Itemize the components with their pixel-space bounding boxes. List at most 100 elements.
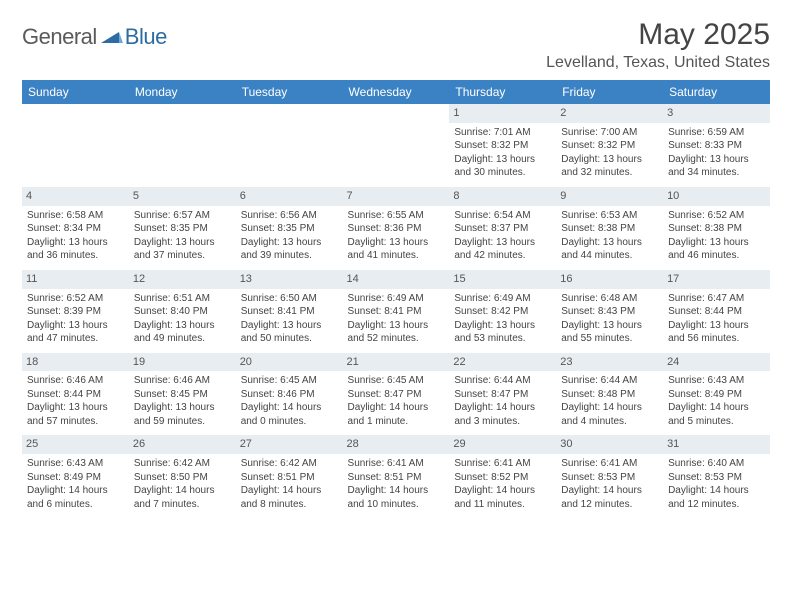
sunrise-text: Sunrise: 6:41 AM bbox=[348, 457, 445, 471]
day-number: 20 bbox=[236, 353, 343, 372]
sunset-text: Sunset: 8:51 PM bbox=[348, 471, 445, 485]
day-details: Sunrise: 6:44 AMSunset: 8:47 PMDaylight:… bbox=[454, 374, 551, 428]
daylight-text: Daylight: 14 hours and 11 minutes. bbox=[454, 484, 551, 511]
daylight-text: Daylight: 14 hours and 7 minutes. bbox=[134, 484, 231, 511]
weekday-header-row: Sunday Monday Tuesday Wednesday Thursday… bbox=[22, 80, 770, 104]
day-details: Sunrise: 6:47 AMSunset: 8:44 PMDaylight:… bbox=[668, 292, 765, 346]
sunset-text: Sunset: 8:48 PM bbox=[561, 388, 658, 402]
calendar-day-cell: 1Sunrise: 7:01 AMSunset: 8:32 PMDaylight… bbox=[449, 104, 556, 186]
daylight-text: Daylight: 14 hours and 8 minutes. bbox=[241, 484, 338, 511]
day-number: 25 bbox=[22, 435, 129, 454]
day-number: 18 bbox=[22, 353, 129, 372]
sunrise-text: Sunrise: 6:47 AM bbox=[668, 292, 765, 306]
day-number: 27 bbox=[236, 435, 343, 454]
day-details: Sunrise: 6:54 AMSunset: 8:37 PMDaylight:… bbox=[454, 209, 551, 263]
day-number: 13 bbox=[236, 270, 343, 289]
sunset-text: Sunset: 8:41 PM bbox=[241, 305, 338, 319]
sunset-text: Sunset: 8:53 PM bbox=[668, 471, 765, 485]
sunrise-text: Sunrise: 6:50 AM bbox=[241, 292, 338, 306]
day-number: 1 bbox=[449, 104, 556, 123]
sunrise-text: Sunrise: 6:55 AM bbox=[348, 209, 445, 223]
sunrise-text: Sunrise: 6:45 AM bbox=[348, 374, 445, 388]
calendar-day-cell: 19Sunrise: 6:46 AMSunset: 8:45 PMDayligh… bbox=[129, 352, 236, 435]
calendar-day-cell: 8 Sunrise: 6:54 AMSunset: 8:37 PMDaylight… bbox=[449, 186, 556, 269]
weekday-header: Tuesday bbox=[236, 80, 343, 104]
calendar-week-row: 4Sunrise: 6:58 AMSunset: 8:34 PMDaylight… bbox=[22, 186, 770, 269]
day-number: 2 bbox=[556, 104, 663, 123]
daylight-text: Daylight: 14 hours and 1 minute. bbox=[348, 401, 445, 428]
sunset-text: Sunset: 8:38 PM bbox=[668, 222, 765, 236]
daylight-text: Daylight: 13 hours and 32 minutes. bbox=[561, 153, 658, 180]
sunset-text: Sunset: 8:32 PM bbox=[561, 139, 658, 153]
day-number: 29 bbox=[449, 435, 556, 454]
calendar-table: Sunday Monday Tuesday Wednesday Thursday… bbox=[22, 80, 770, 518]
day-number: 24 bbox=[663, 353, 770, 372]
daylight-text: Daylight: 13 hours and 47 minutes. bbox=[27, 319, 124, 346]
day-details: Sunrise: 6:51 AMSunset: 8:40 PMDaylight:… bbox=[134, 292, 231, 346]
sunrise-text: Sunrise: 6:42 AM bbox=[134, 457, 231, 471]
calendar-day-cell: 30Sunrise: 6:41 AMSunset: 8:53 PMDayligh… bbox=[556, 435, 663, 518]
day-details: Sunrise: 6:42 AMSunset: 8:51 PMDaylight:… bbox=[241, 457, 338, 511]
calendar-day-cell: 3Sunrise: 6:59 AMSunset: 8:33 PMDaylight… bbox=[663, 104, 770, 186]
daylight-text: Daylight: 14 hours and 12 minutes. bbox=[561, 484, 658, 511]
daylight-text: Daylight: 13 hours and 56 minutes. bbox=[668, 319, 765, 346]
calendar-day-cell: 18 Sunrise: 6:46 AMSunset: 8:44 PMDayligh… bbox=[22, 352, 129, 435]
day-details: Sunrise: 6:43 AMSunset: 8:49 PMDaylight:… bbox=[27, 457, 124, 511]
day-details: Sunrise: 6:56 AMSunset: 8:35 PMDaylight:… bbox=[241, 209, 338, 263]
sunset-text: Sunset: 8:34 PM bbox=[27, 222, 124, 236]
sunrise-text: Sunrise: 7:01 AM bbox=[454, 126, 551, 140]
calendar-day-cell bbox=[22, 104, 129, 186]
day-number: 14 bbox=[343, 270, 450, 289]
calendar-day-cell: 10 Sunrise: 6:52 AMSunset: 8:38 PMDayligh… bbox=[663, 186, 770, 269]
day-number: 11 bbox=[22, 270, 129, 289]
weekday-header: Monday bbox=[129, 80, 236, 104]
calendar-day-cell bbox=[343, 104, 450, 186]
daylight-text: Daylight: 14 hours and 3 minutes. bbox=[454, 401, 551, 428]
day-details: Sunrise: 6:46 AMSunset: 8:44 PMDaylight:… bbox=[27, 374, 124, 428]
calendar-day-cell: 27 Sunrise: 6:42 AMSunset: 8:51 PMDayligh… bbox=[236, 435, 343, 518]
daylight-text: Daylight: 13 hours and 39 minutes. bbox=[241, 236, 338, 263]
sunrise-text: Sunrise: 6:51 AM bbox=[134, 292, 231, 306]
calendar-day-cell: 29Sunrise: 6:41 AMSunset: 8:52 PMDayligh… bbox=[449, 435, 556, 518]
calendar-week-row: 25 Sunrise: 6:43 AMSunset: 8:49 PMDayligh… bbox=[22, 435, 770, 518]
calendar-day-cell: 9Sunrise: 6:53 AMSunset: 8:38 PMDaylight… bbox=[556, 186, 663, 269]
calendar-day-cell bbox=[129, 104, 236, 186]
day-number: 26 bbox=[129, 435, 236, 454]
day-details: Sunrise: 6:50 AMSunset: 8:41 PMDaylight:… bbox=[241, 292, 338, 346]
calendar-day-cell: 7 Sunrise: 6:55 AMSunset: 8:36 PMDaylight… bbox=[343, 186, 450, 269]
day-details: Sunrise: 6:45 AMSunset: 8:46 PMDaylight:… bbox=[241, 374, 338, 428]
sunset-text: Sunset: 8:38 PM bbox=[561, 222, 658, 236]
calendar-day-cell: 13 Sunrise: 6:50 AMSunset: 8:41 PMDayligh… bbox=[236, 269, 343, 352]
day-number: 19 bbox=[129, 353, 236, 372]
header: General Blue May 2025 Levelland, Texas, … bbox=[22, 18, 770, 72]
daylight-text: Daylight: 13 hours and 30 minutes. bbox=[454, 153, 551, 180]
calendar-week-row: 18 Sunrise: 6:46 AMSunset: 8:44 PMDayligh… bbox=[22, 352, 770, 435]
sunrise-text: Sunrise: 6:49 AM bbox=[454, 292, 551, 306]
sunrise-text: Sunrise: 6:48 AM bbox=[561, 292, 658, 306]
brand-mark-icon bbox=[101, 26, 123, 49]
day-number: 3 bbox=[663, 104, 770, 123]
sunset-text: Sunset: 8:36 PM bbox=[348, 222, 445, 236]
daylight-text: Daylight: 13 hours and 34 minutes. bbox=[668, 153, 765, 180]
day-number: 8 bbox=[449, 187, 556, 206]
sunrise-text: Sunrise: 7:00 AM bbox=[561, 126, 658, 140]
day-details: Sunrise: 6:41 AMSunset: 8:51 PMDaylight:… bbox=[348, 457, 445, 511]
title-block: May 2025 Levelland, Texas, United States bbox=[546, 18, 770, 72]
sunset-text: Sunset: 8:40 PM bbox=[134, 305, 231, 319]
sunset-text: Sunset: 8:35 PM bbox=[134, 222, 231, 236]
day-number: 23 bbox=[556, 353, 663, 372]
sunrise-text: Sunrise: 6:44 AM bbox=[561, 374, 658, 388]
day-details: Sunrise: 6:52 AMSunset: 8:38 PMDaylight:… bbox=[668, 209, 765, 263]
daylight-text: Daylight: 13 hours and 53 minutes. bbox=[454, 319, 551, 346]
day-number: 7 bbox=[343, 187, 450, 206]
daylight-text: Daylight: 13 hours and 55 minutes. bbox=[561, 319, 658, 346]
day-number: 15 bbox=[449, 270, 556, 289]
daylight-text: Daylight: 13 hours and 57 minutes. bbox=[27, 401, 124, 428]
day-number: 10 bbox=[663, 187, 770, 206]
day-number: 6 bbox=[236, 187, 343, 206]
day-number: 9 bbox=[556, 187, 663, 206]
calendar-day-cell: 26Sunrise: 6:42 AMSunset: 8:50 PMDayligh… bbox=[129, 435, 236, 518]
day-details: Sunrise: 6:55 AMSunset: 8:36 PMDaylight:… bbox=[348, 209, 445, 263]
brand-text-general: General bbox=[22, 24, 97, 50]
daylight-text: Daylight: 13 hours and 50 minutes. bbox=[241, 319, 338, 346]
